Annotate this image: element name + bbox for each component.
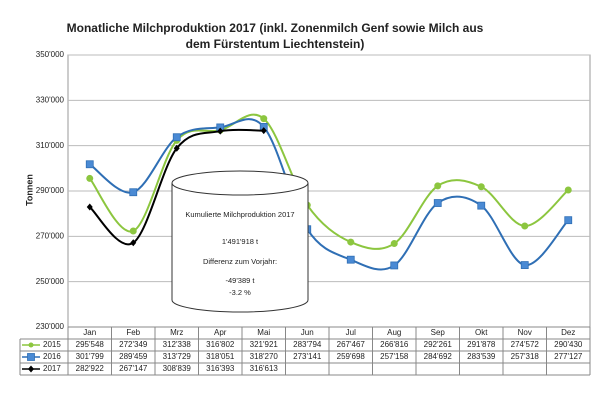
table-value: 283'539 <box>467 352 496 361</box>
series-line <box>89 128 264 246</box>
point <box>346 255 355 264</box>
table-value: 316'613 <box>250 364 279 373</box>
legend-marker <box>28 365 34 373</box>
chart-title: Monatliche Milchproduktion 2017 (inkl. Z… <box>66 21 484 51</box>
annotation: -3.2 % <box>229 288 251 297</box>
point <box>130 239 137 247</box>
x-tick-label: Jul <box>346 328 356 337</box>
x-tick-label: Jun <box>301 328 314 337</box>
table-value: 316'802 <box>206 340 235 349</box>
legend-label: 2015 <box>43 340 61 349</box>
legend-marker <box>28 342 34 348</box>
point <box>260 127 267 135</box>
table-value: 272'349 <box>119 340 148 349</box>
table-value: 259'698 <box>337 352 366 361</box>
table-value: 289'459 <box>119 352 148 361</box>
table-value: 266'816 <box>380 340 409 349</box>
table-value: 267'147 <box>119 364 148 373</box>
point <box>564 186 572 194</box>
point <box>434 182 442 190</box>
x-tick-label: Aug <box>387 328 401 337</box>
point <box>477 183 485 191</box>
table-value: 257'318 <box>511 352 540 361</box>
annotation-box <box>171 183 309 313</box>
table-value: 267'467 <box>337 340 366 349</box>
table-value: 316'393 <box>206 364 235 373</box>
y-tick-label: 350'000 <box>36 50 65 59</box>
annotation: Kumulierte Milchproduktion 2017 <box>185 210 294 219</box>
table-value: 257'158 <box>380 352 409 361</box>
point <box>260 115 268 123</box>
x-tick-label: Feb <box>126 328 140 337</box>
table-value: 321'921 <box>250 340 279 349</box>
point <box>347 238 355 246</box>
legend-marker <box>27 353 35 361</box>
point <box>173 144 180 152</box>
annotation: 1'491'918 t <box>222 237 259 246</box>
table-value: 301'799 <box>76 352 105 361</box>
x-tick-label: Sep <box>431 328 446 337</box>
point <box>86 174 94 182</box>
series-line <box>89 118 570 271</box>
x-tick-label: Mai <box>257 328 270 337</box>
table-value: 290'430 <box>554 340 583 349</box>
point <box>217 127 224 135</box>
annotation-box <box>171 170 309 196</box>
point <box>390 261 399 270</box>
point <box>433 199 442 207</box>
point <box>564 216 573 225</box>
table-value: 284'692 <box>424 352 453 361</box>
x-tick-label: Apr <box>214 328 227 337</box>
annotation: Differenz zum Vorjahr: <box>203 257 277 266</box>
x-tick-label: Okt <box>475 328 488 337</box>
point <box>172 133 181 142</box>
table-value: 292'261 <box>424 340 453 349</box>
point <box>521 222 529 230</box>
table-value: 312'338 <box>163 340 192 349</box>
x-tick-label: Jan <box>83 328 96 337</box>
y-tick-label: 310'000 <box>36 141 65 150</box>
point <box>86 203 93 211</box>
table-value: 313'729 <box>163 352 192 361</box>
point <box>129 227 137 235</box>
table-value: 291'878 <box>467 340 496 349</box>
table-value: 274'572 <box>511 340 540 349</box>
y-tick-label: 330'000 <box>36 95 65 104</box>
table-value: 295'548 <box>76 340 105 349</box>
y-axis-label: Tonnen <box>24 174 34 206</box>
point <box>390 240 398 248</box>
y-tick-label: 270'000 <box>36 231 65 240</box>
table-value: 273'141 <box>293 352 322 361</box>
table-value: 282'922 <box>76 364 105 373</box>
x-tick-label: Dez <box>561 328 575 337</box>
y-tick-label: 230'000 <box>36 322 65 331</box>
y-tick-label: 250'000 <box>36 277 65 286</box>
point <box>477 201 486 210</box>
legend-label: 2017 <box>43 364 61 373</box>
y-tick-label: 290'000 <box>36 186 65 195</box>
table-value: 308'839 <box>163 364 192 373</box>
point <box>85 160 94 169</box>
point <box>520 261 529 269</box>
legend-label: 2016 <box>43 352 61 361</box>
table-value: 318'270 <box>250 352 279 361</box>
table-value: 318'051 <box>206 352 235 361</box>
x-tick-label: Mrz <box>170 328 183 337</box>
point <box>129 188 138 197</box>
table-value: 277'127 <box>554 352 583 361</box>
x-tick-label: Nov <box>518 328 532 337</box>
table-value: 283'794 <box>293 340 322 349</box>
annotation: -49'389 t <box>226 276 256 285</box>
